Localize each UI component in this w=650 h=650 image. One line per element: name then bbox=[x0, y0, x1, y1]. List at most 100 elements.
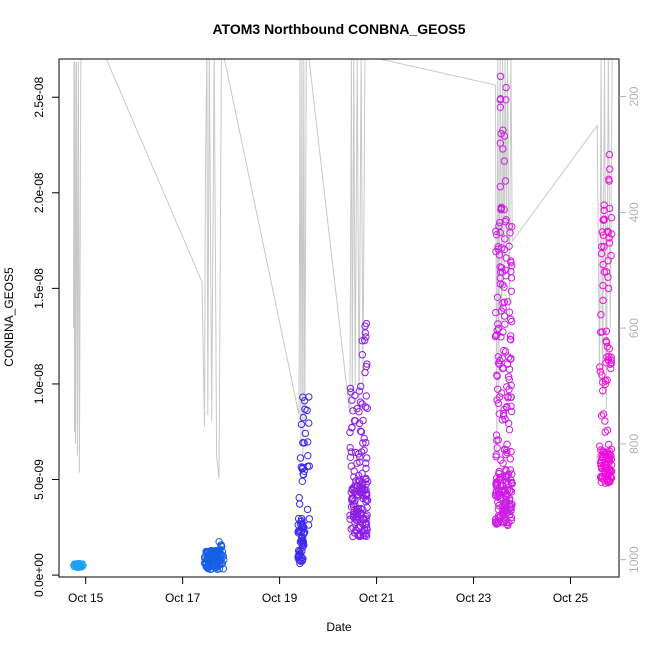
y-tick-label: 2.0e-08 bbox=[32, 172, 46, 213]
data-point bbox=[601, 479, 610, 487]
data-point bbox=[295, 494, 303, 502]
data-point bbox=[600, 268, 608, 276]
data-point bbox=[606, 360, 614, 368]
data-point bbox=[350, 488, 359, 496]
data-points bbox=[70, 72, 616, 573]
data-point bbox=[607, 356, 615, 364]
data-point bbox=[352, 508, 360, 517]
data-point bbox=[599, 260, 607, 269]
data-point bbox=[501, 177, 510, 185]
data-point bbox=[501, 235, 509, 243]
data-point bbox=[507, 287, 516, 295]
data-point bbox=[599, 387, 607, 395]
data-point bbox=[346, 384, 355, 393]
data-point bbox=[603, 426, 612, 434]
x-axis-label: Date bbox=[326, 620, 352, 634]
data-point bbox=[493, 396, 501, 404]
x-tick-label: Oct 25 bbox=[553, 591, 589, 605]
x-tick-label: Oct 23 bbox=[456, 591, 492, 605]
data-point bbox=[492, 332, 500, 340]
data-point bbox=[304, 438, 312, 446]
data-point bbox=[296, 526, 304, 534]
data-point bbox=[607, 445, 616, 453]
data-point bbox=[602, 327, 611, 335]
data-point bbox=[211, 563, 220, 571]
data-point bbox=[607, 364, 615, 373]
data-point bbox=[361, 368, 369, 377]
data-point bbox=[204, 564, 212, 573]
data-point bbox=[598, 328, 606, 336]
data-point bbox=[599, 281, 607, 290]
data-point bbox=[494, 399, 503, 408]
data-point bbox=[507, 516, 515, 524]
data-point bbox=[215, 538, 223, 546]
data-point bbox=[358, 351, 366, 359]
data-point bbox=[350, 502, 358, 511]
data-point bbox=[362, 319, 371, 328]
data-point bbox=[507, 393, 515, 401]
data-point bbox=[507, 488, 516, 496]
data-point bbox=[500, 412, 508, 420]
data-point bbox=[605, 150, 614, 159]
data-point bbox=[492, 489, 500, 497]
data-point bbox=[604, 440, 613, 449]
data-point bbox=[505, 365, 514, 374]
data-point bbox=[356, 398, 365, 406]
data-point bbox=[507, 447, 515, 456]
y-tick-label: 1.0e-08 bbox=[32, 363, 46, 404]
data-point bbox=[216, 549, 225, 558]
data-point bbox=[362, 464, 370, 473]
data-point bbox=[359, 439, 367, 447]
data-point bbox=[360, 434, 368, 443]
data-point bbox=[599, 378, 607, 386]
data-point bbox=[206, 549, 214, 558]
data-point bbox=[362, 486, 370, 494]
data-point bbox=[298, 465, 306, 473]
data-point bbox=[346, 428, 354, 437]
data-point bbox=[599, 296, 607, 305]
data-point bbox=[356, 427, 365, 435]
data-point bbox=[605, 345, 613, 353]
data-point bbox=[503, 518, 511, 527]
data-point bbox=[499, 145, 507, 153]
x-tick-label: Oct 19 bbox=[262, 591, 298, 605]
data-point bbox=[599, 216, 607, 224]
data-point bbox=[215, 561, 224, 569]
data-point bbox=[362, 438, 370, 447]
plot-area: Oct 15 Oct 17 Oct 19 Oct 21 Oct 23 Oct 25 0.0e… bbox=[32, 58, 641, 605]
data-point bbox=[73, 563, 81, 572]
data-point bbox=[496, 103, 505, 112]
data-point bbox=[506, 466, 514, 474]
y2-tick-label: 400 bbox=[627, 202, 641, 222]
data-point bbox=[504, 419, 513, 427]
data-point bbox=[493, 371, 501, 379]
x-tick-label: Oct 15 bbox=[68, 591, 104, 605]
data-point bbox=[504, 392, 512, 401]
data-point bbox=[346, 443, 354, 452]
data-point bbox=[500, 346, 508, 355]
data-point bbox=[501, 320, 509, 328]
data-point bbox=[493, 231, 501, 239]
data-point bbox=[499, 517, 507, 525]
data-point bbox=[356, 488, 364, 497]
data-point bbox=[494, 324, 503, 333]
data-point bbox=[498, 416, 506, 424]
data-point bbox=[305, 515, 313, 523]
data-point bbox=[604, 257, 612, 265]
data-point bbox=[348, 496, 356, 504]
data-point bbox=[596, 442, 604, 450]
data-point bbox=[500, 508, 508, 517]
data-point bbox=[505, 308, 514, 316]
data-point bbox=[502, 517, 510, 525]
data-point bbox=[601, 380, 609, 388]
data-point bbox=[599, 231, 608, 239]
data-point bbox=[508, 317, 516, 326]
data-point bbox=[600, 243, 608, 251]
data-point bbox=[500, 283, 508, 291]
data-point bbox=[492, 431, 501, 439]
data-point bbox=[493, 436, 501, 445]
y-tick-label: 0.0e+00 bbox=[32, 553, 46, 597]
data-point bbox=[507, 259, 515, 267]
data-point bbox=[607, 214, 616, 222]
data-point bbox=[203, 564, 212, 572]
